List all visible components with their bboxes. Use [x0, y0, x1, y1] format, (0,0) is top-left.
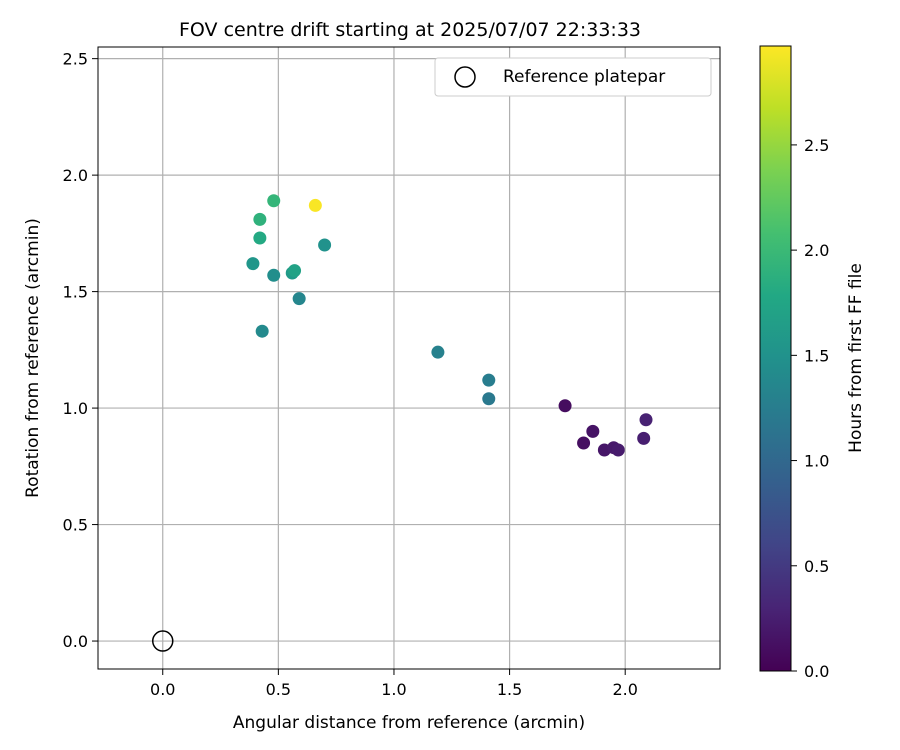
colorbar-ticks: 0.0 0.5 1.0 1.5 2.0 2.5	[791, 136, 829, 681]
data-point	[723, 504, 736, 517]
plot-background	[98, 47, 720, 669]
y-tick-label: 2.5	[63, 50, 88, 69]
y-axis-ticks: 0.0 0.5 1.0 1.5 2.0 2.5	[63, 50, 98, 651]
colorbar-tick-label: 2.0	[804, 241, 829, 260]
data-point	[637, 431, 651, 445]
x-tick-label: 2.0	[612, 680, 637, 699]
colorbar: 0.0 0.5 1.0 1.5 2.0 2.5 Hours from first FF f…	[759, 45, 866, 681]
plot-frame	[97, 46, 721, 670]
legend-box	[434, 57, 712, 97]
y-gridlines	[98, 58, 720, 642]
plot-area	[97, 46, 736, 670]
reference-platepar-marker	[151, 630, 174, 652]
y-tick-label: 1.0	[63, 399, 88, 418]
data-point	[318, 238, 332, 252]
colorbar-tick-label: 0.5	[804, 557, 829, 576]
colorbar-tick-label: 0.0	[804, 662, 829, 681]
x-gridlines	[162, 47, 626, 669]
colorbar-label: Hours from first FF file	[846, 263, 866, 453]
data-point	[577, 436, 591, 450]
data-point	[255, 324, 269, 338]
data-point	[253, 212, 267, 226]
data-point	[288, 264, 302, 278]
x-tick-label: 0.5	[266, 680, 291, 699]
y-tick-label: 2.0	[63, 166, 88, 185]
data-point	[308, 198, 322, 212]
data-point	[586, 424, 600, 438]
x-axis-ticks: 0.0 0.5 1.0 1.5 2.0	[150, 669, 638, 699]
colorbar-gradient	[759, 45, 792, 672]
data-point	[482, 373, 496, 387]
data-point	[253, 231, 267, 245]
chart-title: FOV centre drift starting at 2025/07/07 …	[179, 19, 641, 41]
legend: Reference platepar	[434, 57, 712, 97]
x-tick-label: 0.0	[150, 680, 175, 699]
colorbar-tick-label: 1.0	[804, 452, 829, 471]
x-axis-label: Angular distance from reference (arcmin)	[233, 713, 585, 733]
data-point	[267, 268, 281, 282]
data-point	[558, 399, 572, 413]
colorbar-tick-label: 2.5	[804, 136, 829, 155]
legend-marker-open-circle	[454, 66, 476, 88]
legend-label-reference: Reference platepar	[503, 67, 665, 87]
y-tick-label: 0.5	[63, 516, 88, 535]
data-point	[482, 392, 496, 406]
data-point	[292, 292, 306, 306]
x-tick-label: 1.5	[497, 680, 522, 699]
data-points	[246, 194, 736, 517]
colorbar-tick-label: 1.5	[804, 346, 829, 365]
data-point	[639, 413, 653, 427]
data-point	[267, 194, 281, 208]
data-point	[431, 345, 445, 359]
x-tick-label: 1.0	[381, 680, 406, 699]
data-point	[611, 443, 625, 457]
reference-marker-group	[151, 630, 174, 652]
y-axis-label: Rotation from reference (arcmin)	[23, 218, 43, 498]
y-tick-label: 1.5	[63, 283, 88, 302]
data-point	[246, 257, 260, 271]
y-tick-label: 0.0	[63, 632, 88, 651]
